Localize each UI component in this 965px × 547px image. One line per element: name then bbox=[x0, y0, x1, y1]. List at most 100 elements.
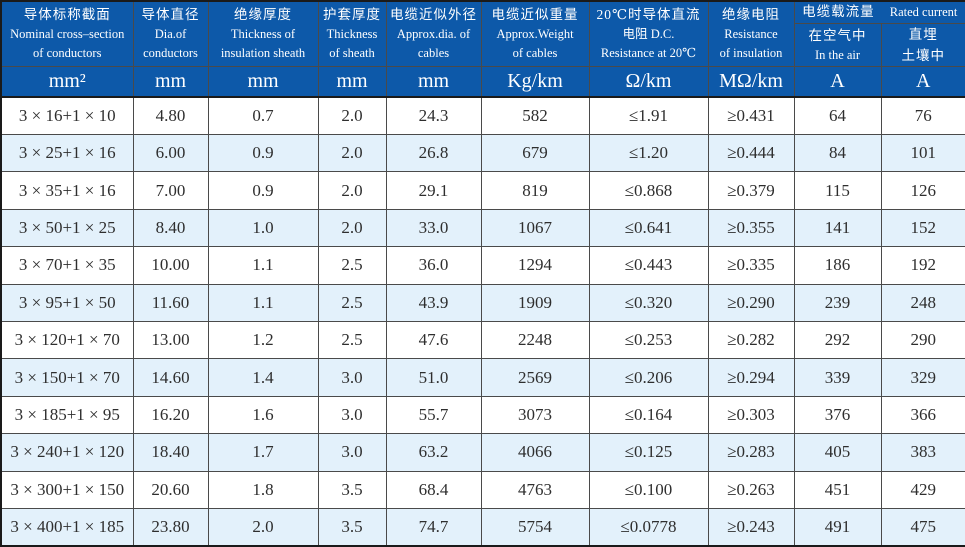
unit-current-in-air: A bbox=[793, 65, 882, 98]
cell-insulation-thickness: 1.4 bbox=[207, 358, 319, 397]
cell-conductor-diameter: 16.20 bbox=[132, 395, 209, 435]
unit-insulation-resistance: MΩ/km bbox=[707, 65, 795, 98]
cell-approx-weight: 1067 bbox=[480, 208, 590, 248]
cell-dc-resistance: ≤0.100 bbox=[588, 470, 709, 509]
unit-current-buried: A bbox=[880, 65, 965, 98]
unit-dc-resistance: Ω/km bbox=[588, 65, 709, 98]
cell-current-in-air: 376 bbox=[793, 395, 882, 435]
cell-conductor-diameter: 23.80 bbox=[132, 507, 209, 547]
cell-sheath-thickness: 2.5 bbox=[317, 320, 387, 360]
cell-current-in-air: 292 bbox=[793, 320, 882, 360]
header-label-cn: 电缆载流量 bbox=[802, 4, 875, 20]
cell-insulation-thickness: 0.9 bbox=[207, 133, 319, 173]
cell-insulation-thickness: 1.8 bbox=[207, 470, 319, 509]
cell-current-in-air: 141 bbox=[793, 208, 882, 248]
cell-current-in-air: 405 bbox=[793, 433, 882, 472]
cell-approx-weight: 2248 bbox=[480, 320, 590, 360]
table-row: 3 × 150+1 × 70 14.60 1.4 3.0 51.0 2569 ≤0.206 ≥… bbox=[0, 358, 965, 397]
cell-approx-diameter: 68.4 bbox=[385, 470, 482, 509]
col-header-approx-diameter: 电缆近似外径 Approx.dia. of cables bbox=[385, 0, 482, 67]
header-label-cn: 电缆近似外径 bbox=[390, 7, 477, 23]
cell-current-buried: 76 bbox=[880, 96, 965, 135]
col-header-insulation-thickness: 绝缘厚度 Thickness of insulation sheath bbox=[207, 0, 319, 67]
cell-current-buried: 366 bbox=[880, 395, 965, 435]
cell-approx-weight: 2569 bbox=[480, 358, 590, 397]
header-label-en: 电阻 D.C. bbox=[622, 27, 675, 42]
cell-insulation-resistance: ≥0.379 bbox=[707, 171, 795, 210]
cell-sheath-thickness: 3.0 bbox=[317, 358, 387, 397]
cell-current-buried: 429 bbox=[880, 470, 965, 509]
header-label-en: of conductors bbox=[33, 46, 102, 61]
cell-sheath-thickness: 2.0 bbox=[317, 96, 387, 135]
cell-insulation-thickness: 1.6 bbox=[207, 395, 319, 435]
cell-sheath-thickness: 2.0 bbox=[317, 133, 387, 173]
cell-insulation-thickness: 0.9 bbox=[207, 171, 319, 210]
cell-approx-weight: 1909 bbox=[480, 283, 590, 322]
col-header-nominal-cross-section: 导体标称截面 Nominal cross–section of conducto… bbox=[0, 0, 134, 67]
cell-nominal-cross-section: 3 × 35+1 × 16 bbox=[0, 171, 134, 210]
table-row: 3 × 120+1 × 70 13.00 1.2 2.5 47.6 2248 ≤0.253 ≥… bbox=[0, 320, 965, 360]
header-label-en: Rated current bbox=[889, 5, 958, 20]
cell-current-in-air: 64 bbox=[793, 96, 882, 135]
cell-dc-resistance: ≤0.0778 bbox=[588, 507, 709, 547]
header-label-en: of insulation bbox=[719, 46, 783, 61]
cell-conductor-diameter: 4.80 bbox=[132, 96, 209, 135]
header-label-cn: 在空气中 bbox=[808, 27, 867, 43]
cell-nominal-cross-section: 3 × 25+1 × 16 bbox=[0, 133, 134, 173]
unit-approx-diameter: mm bbox=[385, 65, 482, 98]
cell-approx-weight: 819 bbox=[480, 171, 590, 210]
cell-insulation-resistance: ≥0.243 bbox=[707, 507, 795, 547]
cell-dc-resistance: ≤0.125 bbox=[588, 433, 709, 472]
header-label-cn: 导体直径 bbox=[141, 7, 200, 23]
cell-conductor-diameter: 14.60 bbox=[132, 358, 209, 397]
header-label-en: Thickness of bbox=[230, 27, 296, 42]
cell-insulation-resistance: ≥0.283 bbox=[707, 433, 795, 472]
cell-insulation-thickness: 1.0 bbox=[207, 208, 319, 248]
cell-nominal-cross-section: 3 × 70+1 × 35 bbox=[0, 246, 134, 285]
cell-insulation-thickness: 1.7 bbox=[207, 433, 319, 472]
cell-insulation-thickness: 1.1 bbox=[207, 283, 319, 322]
cell-sheath-thickness: 2.5 bbox=[317, 283, 387, 322]
cell-approx-weight: 1294 bbox=[480, 246, 590, 285]
header-label-cn: 土壤中 bbox=[901, 47, 945, 63]
header-label-cn: 电缆近似重量 bbox=[491, 7, 579, 23]
cell-conductor-diameter: 8.40 bbox=[132, 208, 209, 248]
col-header-current-in-air: 在空气中 In the air bbox=[793, 22, 882, 67]
header-label-en: conductors bbox=[143, 46, 198, 61]
col-header-sheath-thickness: 护套厚度 Thickness of sheath bbox=[317, 0, 387, 67]
cell-dc-resistance: ≤1.20 bbox=[588, 133, 709, 173]
header-label-en: of cables bbox=[512, 46, 558, 61]
header-label-cn: 导体标称截面 bbox=[23, 7, 111, 23]
cell-nominal-cross-section: 3 × 150+1 × 70 bbox=[0, 358, 134, 397]
cell-current-buried: 329 bbox=[880, 358, 965, 397]
header-label-en: Dia.of bbox=[154, 27, 187, 42]
cell-current-buried: 152 bbox=[880, 208, 965, 248]
header-label-en: Approx.Weight bbox=[496, 27, 574, 42]
cell-dc-resistance: ≤0.253 bbox=[588, 320, 709, 360]
cell-conductor-diameter: 6.00 bbox=[132, 133, 209, 173]
table-row: 3 × 95+1 × 50 11.60 1.1 2.5 43.9 1909 ≤0.320 ≥0… bbox=[0, 283, 965, 322]
cell-current-in-air: 491 bbox=[793, 507, 882, 547]
cell-conductor-diameter: 11.60 bbox=[132, 283, 209, 322]
cell-approx-diameter: 24.3 bbox=[385, 96, 482, 135]
cell-insulation-resistance: ≥0.294 bbox=[707, 358, 795, 397]
cell-current-in-air: 84 bbox=[793, 133, 882, 173]
cell-approx-weight: 5754 bbox=[480, 507, 590, 547]
cell-dc-resistance: ≤1.91 bbox=[588, 96, 709, 135]
cell-current-buried: 126 bbox=[880, 171, 965, 210]
header-label-en: In the air bbox=[814, 47, 861, 62]
table-row: 3 × 35+1 × 16 7.00 0.9 2.0 29.1 819 ≤0.868 ≥0.3… bbox=[0, 171, 965, 210]
cell-sheath-thickness: 3.5 bbox=[317, 507, 387, 547]
cell-current-in-air: 239 bbox=[793, 283, 882, 322]
cell-nominal-cross-section: 3 × 120+1 × 70 bbox=[0, 320, 134, 360]
header-label-en: cables bbox=[417, 46, 450, 61]
col-header-dc-resistance: 20℃时导体直流 电阻 D.C. Resistance at 20℃ bbox=[588, 0, 709, 67]
cell-approx-weight: 4066 bbox=[480, 433, 590, 472]
unit-conductor-diameter: mm bbox=[132, 65, 209, 98]
cell-insulation-thickness: 1.2 bbox=[207, 320, 319, 360]
cell-nominal-cross-section: 3 × 185+1 × 95 bbox=[0, 395, 134, 435]
header-label-cn: 绝缘厚度 bbox=[234, 7, 292, 23]
cell-sheath-thickness: 2.0 bbox=[317, 171, 387, 210]
